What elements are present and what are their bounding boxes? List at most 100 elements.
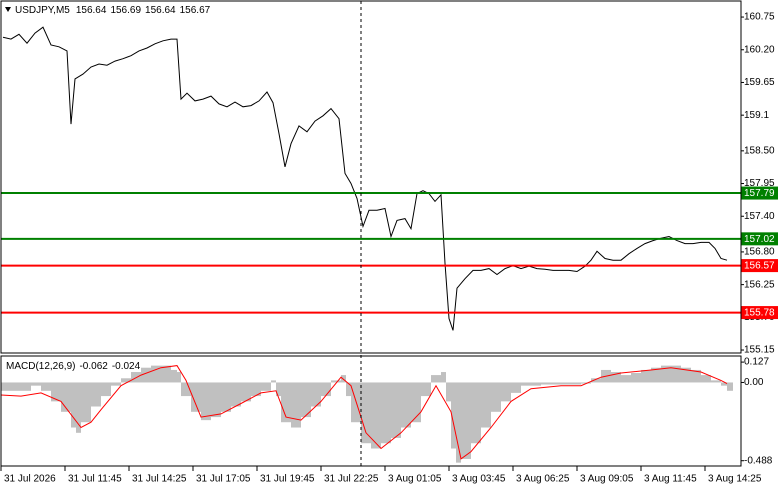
macd-bar <box>261 382 271 391</box>
macd-bar <box>61 382 71 412</box>
macd-bar <box>611 372 621 383</box>
macd-bar <box>31 382 41 386</box>
y-tick-label: 156.80 <box>744 247 775 258</box>
menu-triangle <box>5 7 11 12</box>
macd-bar <box>561 382 571 385</box>
level-tag <box>741 232 778 246</box>
macd-bar <box>21 382 31 391</box>
macd-bar <box>421 382 431 397</box>
level-label: 157.79 <box>744 188 775 199</box>
macd-panel: 0.127 0.00 -0.488 <box>0 357 773 466</box>
macd-bar <box>76 382 81 433</box>
macd-bar <box>491 382 501 412</box>
macd-bar <box>301 382 311 418</box>
macd-bar <box>691 369 701 383</box>
macd-bar <box>461 382 471 459</box>
macd-bar <box>681 367 691 383</box>
macd-bar <box>401 382 411 428</box>
macd-bar <box>151 365 161 383</box>
macd-bar <box>177 372 181 383</box>
x-tick-label: 31 Jul 14:25 <box>132 474 187 485</box>
macd-bar <box>331 380 341 383</box>
y-tick-label: 160.20 <box>744 44 775 55</box>
macd-bar <box>141 367 151 383</box>
y-tick-label: 159.65 <box>744 77 775 88</box>
macd-bar <box>321 382 331 397</box>
macd-bar <box>191 382 201 412</box>
macd-bar <box>671 365 681 383</box>
macd-bar <box>201 382 211 421</box>
macd-bar <box>391 382 401 438</box>
macd-bar <box>721 382 727 386</box>
macd-bar <box>181 382 191 397</box>
level-tag <box>741 306 778 320</box>
macd-bar <box>101 382 111 397</box>
level-label: 156.57 <box>744 261 775 272</box>
y-tick-label: 160.75 <box>744 12 775 23</box>
level-tag <box>741 186 778 200</box>
signal-line <box>0 365 728 460</box>
macd-bar <box>381 382 391 444</box>
macd-header: MACD(12,26,9) -0.062 -0.024 <box>6 361 141 372</box>
macd-bar <box>511 382 521 393</box>
price-frame <box>0 0 742 354</box>
y-tick-label: 158.50 <box>744 145 775 156</box>
macd-bar <box>221 382 231 412</box>
x-tick-label: 3 Aug 03:45 <box>452 474 506 485</box>
level-tag <box>741 259 778 273</box>
macd-bar <box>241 382 251 402</box>
price-panel: 160.75 160.20 159.65 159.1 158.50 157.95 157.4… <box>1 12 778 356</box>
macd-bar <box>81 382 91 423</box>
macd-bar <box>727 382 733 391</box>
macd-bar <box>541 382 551 385</box>
macd-bar <box>361 382 371 444</box>
macd-bar <box>631 372 641 383</box>
macd-bar <box>456 382 461 463</box>
macd-bar <box>41 382 51 391</box>
macd-bar <box>211 382 221 418</box>
macd-bar <box>251 382 261 397</box>
price-header: USDJPY,M5 156.64 156.69 156.64 156.67 <box>15 5 211 16</box>
macd-bar <box>661 365 671 383</box>
macd-frame <box>0 355 742 467</box>
x-tick-label: 3 Aug 01:05 <box>388 474 442 485</box>
y-tick-label: -0.488 <box>744 455 773 466</box>
macd-bar <box>11 382 21 391</box>
macd-bar <box>571 382 581 385</box>
macd-bar <box>411 382 421 423</box>
macd-bar <box>621 375 631 383</box>
macd-bar <box>431 375 441 383</box>
macd-bar <box>711 380 721 383</box>
macd-bar <box>281 382 291 423</box>
macd-bar <box>531 382 541 386</box>
macd-bar <box>121 378 131 383</box>
macd-bar <box>521 382 531 386</box>
y-tick-label: 157.95 <box>744 178 775 189</box>
macd-bar <box>111 382 121 386</box>
macd-bar <box>71 382 76 428</box>
y-tick-label: 159.1 <box>744 110 769 121</box>
x-tick-label: 3 Aug 06:25 <box>516 474 570 485</box>
macd-bar <box>471 382 481 444</box>
y-tick-label: 157.40 <box>744 211 775 222</box>
macd-bar <box>231 382 241 407</box>
macd-bar <box>481 382 491 428</box>
macd-bar <box>91 382 101 407</box>
y-tick-label: 0.00 <box>744 377 764 388</box>
macd-bar <box>291 382 301 428</box>
macd-bar <box>51 382 61 402</box>
macd-bar <box>651 367 661 383</box>
macd-last: -0.062 <box>79 361 108 372</box>
macd-bar <box>271 380 276 383</box>
x-tick-label: 31 Jul 19:45 <box>260 474 315 485</box>
macd-bar <box>371 382 381 449</box>
macd-title: MACD(12,26,9) <box>6 361 75 372</box>
macd-bar <box>171 369 177 383</box>
macd-bar <box>1 382 11 391</box>
x-tick-label: 31 Jul 22:25 <box>324 474 379 485</box>
macd-bar <box>441 372 446 383</box>
y-tick-label: 156.25 <box>744 279 775 290</box>
high: 156.69 <box>110 5 141 16</box>
macd-bar <box>591 378 601 383</box>
